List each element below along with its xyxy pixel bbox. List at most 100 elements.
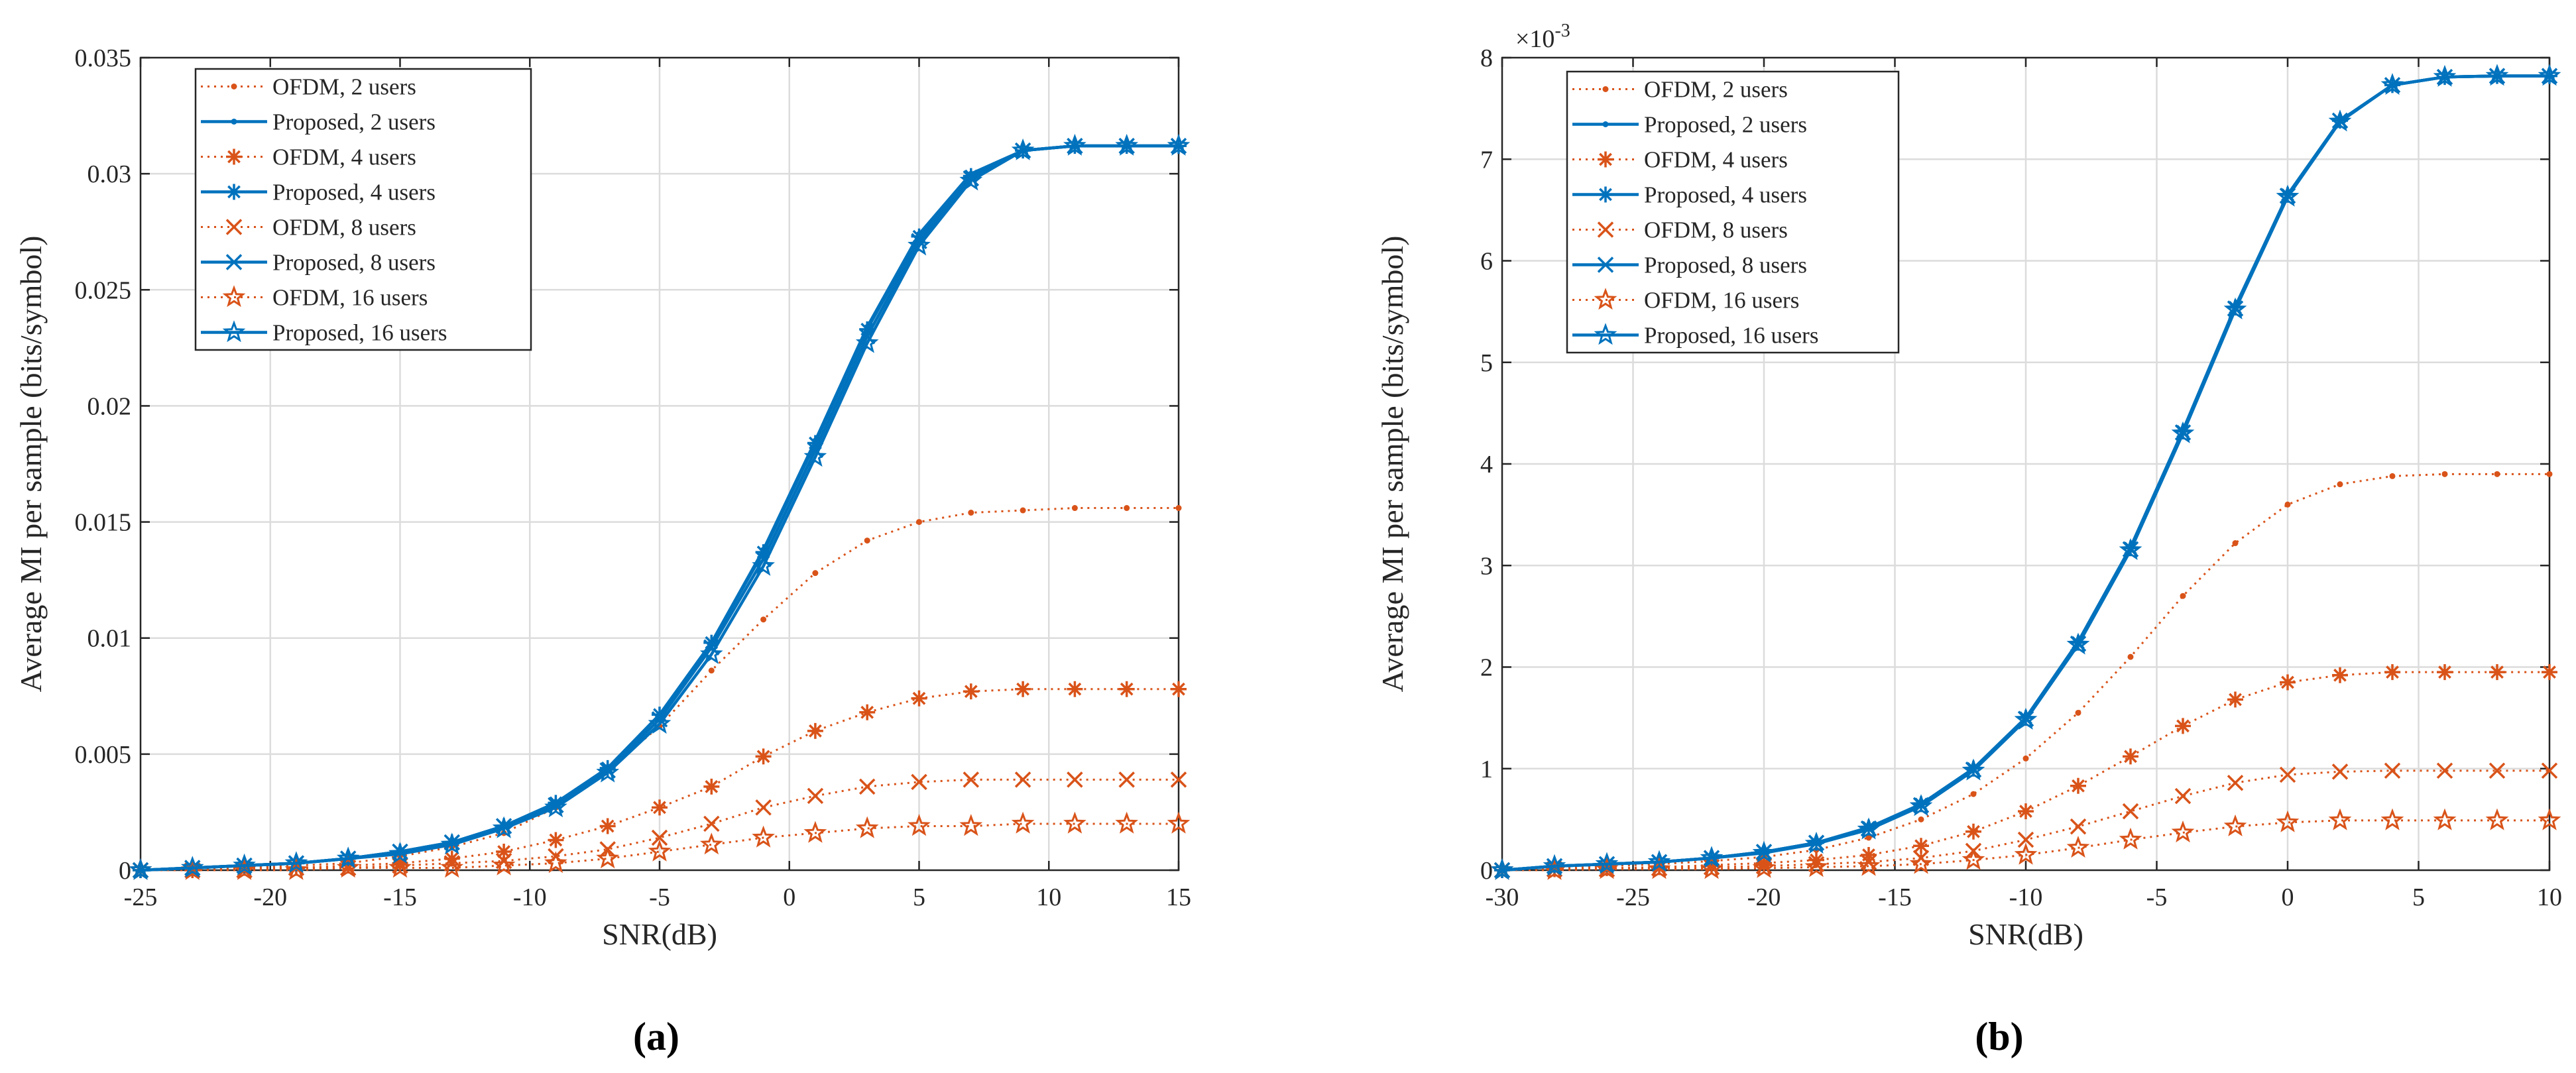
figure-caption: (b) [1975, 1015, 2023, 1058]
data-point [388, 842, 412, 864]
y-tick-label: 3 [1480, 552, 1493, 580]
legend-item: OFDM, 4 users [201, 144, 416, 170]
series-line [140, 144, 1179, 872]
legend-item: Proposed, 16 users [1572, 323, 1818, 349]
y-tick-label: 8 [1480, 44, 1493, 72]
data-point [916, 519, 922, 526]
data-point [2389, 473, 2396, 479]
legend-label: OFDM, 16 users [1644, 288, 1799, 313]
data-point [963, 168, 979, 184]
data-point [803, 820, 827, 843]
legend-label: OFDM, 4 users [272, 144, 416, 170]
x-tick-label: 0 [783, 883, 795, 911]
series-proposed-star [1490, 64, 2561, 880]
x-tick-label: -15 [1878, 883, 1912, 911]
data-point [599, 818, 616, 834]
x-tick-label: 10 [1036, 883, 1061, 911]
legend-swatch-marker [226, 148, 242, 165]
data-point [959, 168, 983, 191]
series-line [141, 778, 1179, 872]
y-tick-label: 0.02 [88, 392, 132, 420]
data-point [1067, 771, 1083, 788]
y-axis-label: Average MI per sample (bits/symbol) [14, 236, 48, 693]
legend-swatch-marker [1594, 323, 1617, 345]
data-point [1804, 855, 1828, 877]
data-point [708, 667, 715, 674]
data-point [752, 553, 775, 576]
data-point [2171, 820, 2195, 843]
data-point [1175, 505, 1182, 512]
data-point [1961, 848, 1985, 870]
y-tick-label: 0.005 [75, 741, 132, 769]
data-point [2541, 762, 2558, 779]
legend-item: OFDM, 8 users [1572, 217, 1788, 243]
data-point [2494, 471, 2500, 477]
data-point [1912, 850, 1930, 866]
ticks: -25 -20 -15 -10 -5 0 5 10 15 0 0.005 0.01 0.015 0.02 0… [75, 44, 1192, 911]
series-line [141, 822, 1179, 872]
x-tick-label: 5 [2412, 883, 2425, 911]
data-point [1118, 681, 1135, 697]
data-point [1011, 811, 1035, 834]
legend-label: Proposed, 4 users [1644, 182, 1807, 208]
data-point [1115, 133, 1139, 156]
legend-swatch-marker [225, 219, 243, 235]
data-point [596, 760, 620, 783]
data-point [2014, 842, 2038, 865]
data-point [1118, 771, 1135, 788]
data-point [548, 795, 564, 811]
data-point [1647, 850, 1671, 872]
data-point [1909, 852, 1933, 874]
legend-item: Proposed, 4 users [1572, 182, 1807, 208]
data-point [812, 570, 819, 577]
data-point [548, 832, 564, 848]
legend-label: Proposed, 8 users [1644, 253, 1807, 278]
data-point [652, 799, 668, 816]
data-point [752, 825, 775, 848]
data-point [336, 856, 360, 878]
data-point [963, 683, 979, 700]
data-point [2018, 803, 2034, 820]
x-axis-label: SNR(dB) [1968, 917, 2083, 951]
legend-label: OFDM, 8 users [1644, 217, 1788, 243]
data-point [2279, 766, 2296, 783]
y-tick-label: 0.01 [88, 625, 132, 653]
y-tick-label: 1 [1480, 756, 1493, 783]
data-point [760, 616, 767, 623]
series-group [129, 133, 1191, 880]
data-point [2119, 827, 2142, 850]
data-point [2433, 808, 2457, 830]
data-point [1857, 854, 1881, 876]
x-tick-label: 0 [2282, 883, 2294, 911]
x-tick-label: -10 [513, 883, 547, 911]
data-point [1014, 771, 1031, 788]
data-point [648, 839, 672, 862]
y-tick-label: 6 [1480, 248, 1493, 276]
data-point [2437, 664, 2453, 681]
data-point [1167, 133, 1191, 156]
legend-swatch-marker [226, 184, 242, 200]
legend-swatch-marker [231, 84, 237, 89]
legend-label: Proposed, 16 users [272, 320, 447, 346]
data-point [2436, 762, 2453, 779]
data-point [2441, 471, 2448, 477]
y-tick-label: 2 [1480, 654, 1493, 682]
legend-label: OFDM, 2 users [1644, 77, 1788, 103]
data-point [2328, 109, 2352, 132]
data-point [2171, 421, 2195, 443]
data-point [699, 832, 723, 855]
legend-item: Proposed, 2 users [201, 109, 436, 135]
legend-item: Proposed, 4 users [201, 180, 436, 205]
x-tick-label: -25 [124, 883, 158, 911]
data-point [807, 787, 824, 805]
series-line [1501, 74, 2549, 872]
data-point [2546, 471, 2553, 477]
y-tick-label: 0.015 [75, 509, 132, 537]
data-point [2284, 501, 2291, 508]
y-tick-label: 0.025 [75, 276, 132, 304]
y-tick-label: 0 [1480, 857, 1493, 885]
legend-item: Proposed, 16 users [201, 320, 447, 346]
x-tick-label: -20 [1747, 883, 1781, 911]
data-point [1124, 505, 1130, 512]
